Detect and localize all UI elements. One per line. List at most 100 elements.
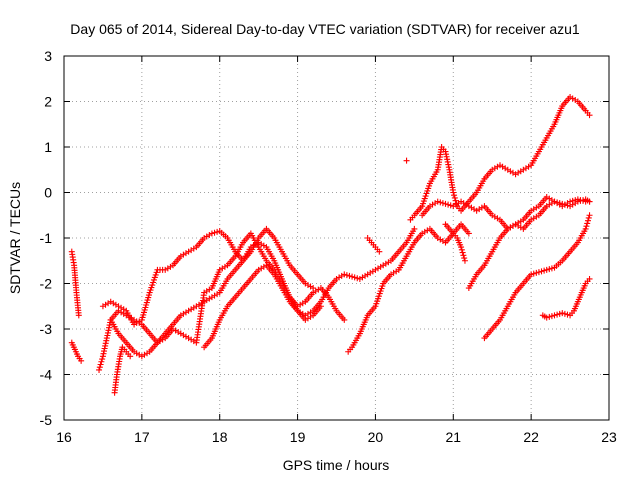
x-tick-label: 18 bbox=[212, 429, 228, 445]
data-point bbox=[586, 212, 593, 219]
data-point bbox=[559, 200, 566, 207]
data-point bbox=[538, 268, 545, 275]
data-point bbox=[551, 312, 558, 319]
data-point bbox=[354, 275, 361, 282]
data-point bbox=[541, 267, 548, 274]
data-point bbox=[214, 228, 221, 235]
data-point bbox=[102, 342, 109, 349]
x-tick-label: 22 bbox=[523, 429, 539, 445]
data-point bbox=[443, 153, 450, 160]
data-point bbox=[104, 332, 111, 339]
x-tick-label: 16 bbox=[56, 429, 72, 445]
data-point bbox=[559, 310, 566, 317]
data-point bbox=[551, 198, 558, 205]
data-point bbox=[341, 271, 348, 278]
data-point bbox=[583, 223, 590, 230]
data-point bbox=[577, 197, 584, 204]
data-point bbox=[104, 329, 111, 336]
data-point bbox=[351, 274, 358, 281]
x-tick-label: 17 bbox=[134, 429, 150, 445]
data-point bbox=[458, 244, 465, 251]
data-point bbox=[533, 269, 540, 276]
data-point bbox=[343, 272, 350, 279]
y-tick-label: 1 bbox=[44, 139, 52, 155]
data-point bbox=[543, 314, 550, 321]
y-tick-labels: -5 -4 -3 -2 -1 0 1 2 3 bbox=[40, 48, 53, 428]
data-point bbox=[451, 192, 458, 199]
data-point bbox=[564, 311, 571, 318]
data-points bbox=[68, 93, 593, 396]
data-point bbox=[530, 270, 537, 277]
data-point bbox=[103, 337, 110, 344]
data-point bbox=[105, 327, 112, 334]
data-point bbox=[546, 313, 553, 320]
data-point bbox=[554, 199, 561, 206]
y-tick-label: 3 bbox=[44, 48, 52, 64]
y-tick-label: -3 bbox=[40, 321, 53, 337]
data-point bbox=[444, 156, 451, 163]
data-point bbox=[99, 356, 106, 363]
data-point bbox=[461, 257, 468, 264]
data-point bbox=[444, 158, 451, 165]
y-tick-label: -4 bbox=[40, 367, 53, 383]
data-point bbox=[546, 266, 553, 273]
data-point bbox=[561, 201, 568, 208]
plot-frame bbox=[63, 55, 610, 421]
data-point bbox=[445, 164, 452, 171]
data-point bbox=[554, 311, 561, 318]
data-point bbox=[548, 265, 555, 272]
data-point bbox=[458, 246, 465, 253]
data-point bbox=[437, 199, 444, 206]
data-point bbox=[403, 157, 410, 164]
data-point bbox=[434, 198, 441, 205]
data-point bbox=[561, 310, 568, 317]
x-tick-label: 20 bbox=[368, 429, 384, 445]
data-point bbox=[460, 252, 467, 259]
x-tick-label: 21 bbox=[445, 429, 461, 445]
data-point bbox=[208, 230, 215, 237]
data-point bbox=[582, 225, 589, 232]
data-point bbox=[127, 353, 134, 360]
data-point bbox=[78, 357, 85, 364]
y-tick-label: 2 bbox=[44, 94, 52, 110]
data-point bbox=[564, 202, 571, 209]
data-point bbox=[543, 266, 550, 273]
data-point bbox=[97, 361, 104, 368]
data-point bbox=[451, 194, 458, 201]
y-tick-label: -1 bbox=[40, 230, 53, 246]
data-point bbox=[443, 151, 450, 158]
data-point bbox=[584, 220, 591, 227]
x-tick-labels: 16 17 18 19 20 21 22 23 bbox=[56, 429, 617, 445]
data-point bbox=[96, 364, 103, 371]
data-point bbox=[101, 345, 108, 352]
y-tick-label: -5 bbox=[40, 412, 53, 428]
data-point bbox=[574, 198, 581, 205]
y-tick-label: 0 bbox=[44, 185, 52, 201]
data-point bbox=[450, 189, 457, 196]
x-tick-label: 23 bbox=[601, 429, 617, 445]
data-point bbox=[439, 200, 446, 207]
x-tick-label: 19 bbox=[290, 429, 306, 445]
data-point bbox=[100, 350, 107, 357]
data-point bbox=[586, 198, 593, 205]
data-point bbox=[102, 340, 109, 347]
data-point bbox=[585, 214, 592, 221]
data-point bbox=[96, 366, 103, 373]
data-point bbox=[99, 353, 106, 360]
data-point bbox=[445, 201, 452, 208]
grid-lines bbox=[64, 56, 609, 420]
data-point bbox=[461, 255, 468, 262]
data-point bbox=[98, 358, 105, 365]
data-point bbox=[211, 229, 218, 236]
y-axis-label: SDTVAR / TECUs bbox=[7, 182, 23, 294]
data-point bbox=[586, 112, 593, 119]
data-point bbox=[447, 202, 454, 209]
data-point bbox=[459, 249, 466, 256]
data-point bbox=[75, 312, 82, 319]
data-point bbox=[584, 217, 591, 224]
data-point bbox=[411, 225, 418, 232]
data-point bbox=[528, 271, 535, 278]
data-point bbox=[341, 316, 348, 323]
data-point bbox=[106, 324, 113, 331]
